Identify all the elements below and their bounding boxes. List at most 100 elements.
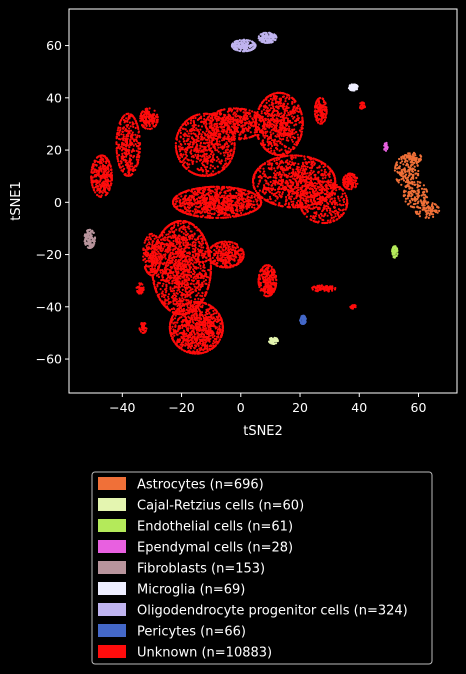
data-point: [181, 221, 184, 224]
data-point: [215, 172, 218, 175]
data-point: [195, 145, 198, 148]
data-point: [213, 158, 216, 161]
data-point: [232, 132, 235, 135]
data-point: [175, 149, 178, 152]
data-point: [192, 283, 195, 286]
data-point: [185, 259, 188, 262]
data-point: [191, 337, 194, 340]
data-point: [186, 243, 189, 247]
data-point: [196, 153, 200, 156]
data-point: [156, 285, 159, 288]
data-point: [243, 137, 246, 140]
data-point: [259, 198, 262, 201]
data-point: [195, 138, 198, 141]
data-point: [207, 143, 210, 146]
data-point: [203, 164, 206, 167]
data-point: [192, 328, 195, 331]
data-point: [301, 122, 304, 125]
data-point: [205, 126, 208, 129]
data-point: [240, 202, 243, 205]
data-point: [233, 148, 236, 151]
data-point: [190, 314, 193, 317]
data-point: [172, 274, 175, 277]
data-point: [192, 247, 195, 250]
data-point: [202, 315, 205, 318]
data-point: [179, 265, 182, 268]
data-point: [232, 209, 235, 212]
data-point: [174, 142, 177, 145]
data-point: [235, 126, 238, 129]
data-point: [210, 126, 213, 129]
data-point: [161, 256, 164, 259]
data-point: [233, 130, 236, 133]
data-point: [248, 120, 251, 123]
data-point: [251, 210, 254, 213]
data-point: [188, 236, 191, 239]
data-point: [204, 350, 207, 353]
data-point: [223, 154, 226, 157]
data-point: [196, 209, 199, 212]
data-point: [202, 277, 205, 280]
data-point: [184, 226, 187, 229]
data-point: [269, 114, 272, 117]
data-point: [164, 291, 167, 294]
data-point: [219, 162, 222, 165]
data-point: [213, 124, 216, 127]
data-point: [253, 203, 256, 206]
data-point: [176, 289, 179, 292]
data-point: [181, 288, 184, 291]
data-point: [263, 126, 266, 129]
data-point: [269, 131, 272, 134]
data-point: [165, 233, 168, 236]
data-point: [216, 342, 219, 345]
data-point: [192, 120, 195, 123]
data-point: [191, 288, 194, 291]
data-point: [161, 284, 164, 288]
data-point: [199, 147, 202, 150]
data-point: [174, 144, 177, 147]
data-point: [236, 109, 239, 112]
data-point: [190, 345, 194, 348]
data-point: [199, 144, 202, 147]
data-point: [235, 119, 239, 122]
data-point: [166, 264, 169, 267]
data-point: [239, 121, 242, 124]
data-point: [214, 327, 217, 330]
data-point: [223, 197, 226, 200]
data-point: [197, 151, 200, 154]
data-point: [184, 264, 187, 267]
data-point: [165, 226, 168, 229]
data-point: [186, 299, 189, 302]
data-point: [168, 276, 171, 279]
data-point: [183, 135, 186, 138]
data-point: [286, 152, 289, 155]
data-point: [232, 215, 236, 218]
data-point: [200, 339, 203, 342]
data-point: [222, 185, 226, 188]
data-point: [197, 342, 200, 345]
data-point: [185, 139, 188, 143]
data-point: [252, 200, 255, 203]
data-point: [193, 302, 196, 306]
data-point: [181, 344, 184, 348]
data-point: [202, 321, 205, 324]
data-point: [280, 104, 283, 108]
data-point: [190, 132, 193, 135]
data-point: [236, 204, 239, 207]
data-point: [168, 259, 171, 262]
data-point: [194, 288, 197, 291]
data-point: [282, 102, 285, 105]
data-point: [264, 117, 267, 120]
data-point: [199, 202, 202, 205]
data-point: [212, 339, 215, 343]
data-point: [205, 256, 208, 259]
data-point: [202, 203, 206, 206]
data-point: [171, 336, 174, 339]
data-point: [202, 263, 206, 267]
data-point: [197, 228, 200, 231]
data-point: [162, 294, 165, 297]
data-point: [223, 108, 226, 111]
data-point: [180, 269, 183, 272]
data-point: [276, 119, 279, 122]
data-point: [281, 132, 285, 135]
